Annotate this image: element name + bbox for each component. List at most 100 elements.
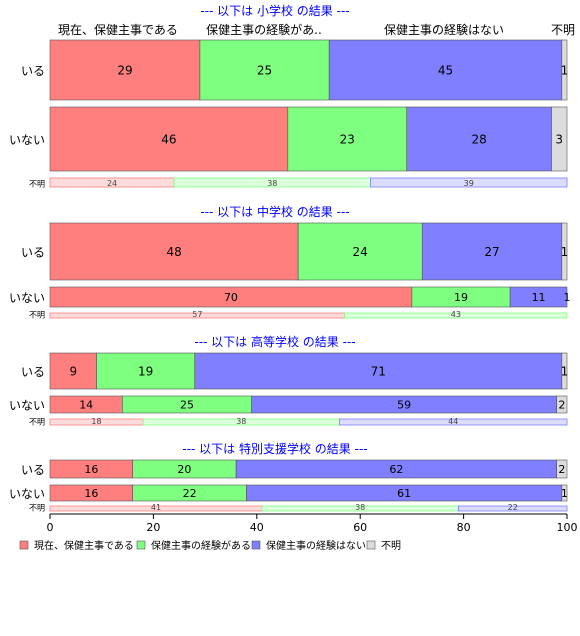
unknown-row-label: 不明 xyxy=(29,504,45,513)
bar-value-label: 48 xyxy=(166,245,181,259)
bar-value-label: 20 xyxy=(177,463,191,476)
unknown-row-label: 不明 xyxy=(29,311,45,320)
legend-swatch xyxy=(251,540,261,550)
bar-value-label: 1 xyxy=(561,487,568,500)
unknown-value-label: 22 xyxy=(508,503,518,512)
bar-segment xyxy=(561,222,568,281)
bar-value-label: 19 xyxy=(454,291,468,304)
header-label: 保健主事の経験はない xyxy=(384,22,504,37)
row-label: いない xyxy=(9,399,45,413)
bar-value-label: 25 xyxy=(180,399,194,412)
unknown-value-label: 38 xyxy=(355,503,365,512)
bar-value-label: 24 xyxy=(353,245,368,259)
legend-swatch xyxy=(19,540,29,550)
header-label: 不明 xyxy=(551,23,575,37)
unknown-value-label: 43 xyxy=(451,310,461,319)
bar-value-label: 2 xyxy=(558,463,565,476)
bar-segment xyxy=(561,39,568,101)
bar-value-label: 61 xyxy=(397,487,411,500)
bar-segment xyxy=(556,395,568,414)
unknown-value-label: 57 xyxy=(192,310,202,319)
bar-value-label: 1 xyxy=(561,64,569,78)
bar-segment xyxy=(561,484,568,502)
bar-segment xyxy=(421,222,563,281)
panel-title: --- 以下は 小学校 の結果 --- xyxy=(200,3,349,18)
bar-value-label: 19 xyxy=(138,365,153,379)
x-tick-label: 40 xyxy=(250,521,264,534)
x-tick-label: 80 xyxy=(457,521,471,534)
bar-segment xyxy=(406,106,552,172)
bar-value-label: 25 xyxy=(257,64,272,78)
unknown-row-label: 不明 xyxy=(29,418,45,427)
panel: --- 以下は 特別支援学校 の結果 --- いる 16 20 62 2 いない 16 22 61… xyxy=(9,441,568,513)
bar-value-label: 71 xyxy=(371,365,386,379)
bar-value-label: 46 xyxy=(161,133,176,147)
bar-segment xyxy=(199,39,330,101)
legend-label: 保健主事の経験がある xyxy=(151,539,251,552)
bar-value-label: 59 xyxy=(397,399,411,412)
panel-title: --- 以下は 特別支援学校 の結果 --- xyxy=(182,441,367,456)
bar-segment xyxy=(49,352,97,390)
bar-segment xyxy=(287,106,408,172)
panel-title: --- 以下は 中学校 の結果 --- xyxy=(200,204,349,219)
unknown-segment xyxy=(458,505,568,512)
bar-segment xyxy=(328,39,563,101)
row-label: いる xyxy=(21,365,45,379)
bar-segment xyxy=(556,459,568,479)
panel-title: --- 以下は 高等学校 の結果 --- xyxy=(194,334,355,349)
x-tick-label: 100 xyxy=(557,521,578,534)
unknown-value-label: 38 xyxy=(236,417,246,426)
bar-value-label: 16 xyxy=(84,487,98,500)
x-tick-label: 20 xyxy=(146,521,160,534)
bar-value-label: 62 xyxy=(389,463,403,476)
bar-value-label: 22 xyxy=(183,487,197,500)
legend-label: 不明 xyxy=(381,540,401,552)
bar-segment xyxy=(297,222,423,281)
unknown-value-label: 24 xyxy=(107,179,117,188)
column-headers: 現在、保健主事である 保健主事の経験があ.. 保健主事の経験はない 不明 xyxy=(58,22,575,37)
unknown-segment xyxy=(339,418,568,426)
bar-value-label: 29 xyxy=(117,64,132,78)
bar-value-label: 28 xyxy=(471,133,486,147)
bar-segment xyxy=(49,106,289,172)
legend-label: 現在、保健主事である xyxy=(34,539,134,552)
bar-value-label: 1 xyxy=(561,245,569,259)
bar-segment xyxy=(509,286,568,308)
bar-segment xyxy=(194,352,563,390)
bar-value-label: 1 xyxy=(564,291,571,304)
bar-value-label: 27 xyxy=(484,245,499,259)
bar-segment xyxy=(551,106,568,172)
legend: 現在、保健主事である 保健主事の経験がある 保健主事の経験はない 不明 xyxy=(19,539,401,552)
unknown-segment xyxy=(370,177,568,188)
row-label: いない xyxy=(9,487,45,501)
bar-value-label: 3 xyxy=(555,133,563,147)
unknown-row-label: 不明 xyxy=(29,180,45,189)
bar-value-label: 70 xyxy=(224,291,238,304)
bar-value-label: 16 xyxy=(84,463,98,476)
unknown-value-label: 39 xyxy=(464,179,474,188)
unknown-value-label: 18 xyxy=(91,417,101,426)
bar-segment xyxy=(561,352,568,390)
legend-label: 保健主事の経験はない xyxy=(266,539,366,552)
row-label: いない xyxy=(9,291,45,305)
bar-value-label: 11 xyxy=(532,291,546,304)
panel: --- 以下は 高等学校 の結果 --- いる 9 19 71 1 いない 14 25 59 2 不明… xyxy=(9,334,568,427)
unknown-value-label: 41 xyxy=(151,503,161,512)
bar-segment xyxy=(49,39,201,101)
header-label: 現在、保健主事である xyxy=(58,23,178,37)
row-label: いない xyxy=(9,133,45,147)
unknown-segment xyxy=(344,312,568,319)
bar-value-label: 1 xyxy=(561,365,569,379)
header-label: 保健主事の経験があ.. xyxy=(206,22,322,37)
bar-value-label: 9 xyxy=(69,365,77,379)
unknown-value-label: 44 xyxy=(448,417,458,426)
x-tick-label: 0 xyxy=(47,521,54,534)
legend-swatch xyxy=(366,540,376,550)
bar-value-label: 45 xyxy=(438,64,453,78)
row-label: いる xyxy=(21,64,45,78)
bar-value-label: 14 xyxy=(79,399,93,412)
row-label: いる xyxy=(21,463,45,477)
